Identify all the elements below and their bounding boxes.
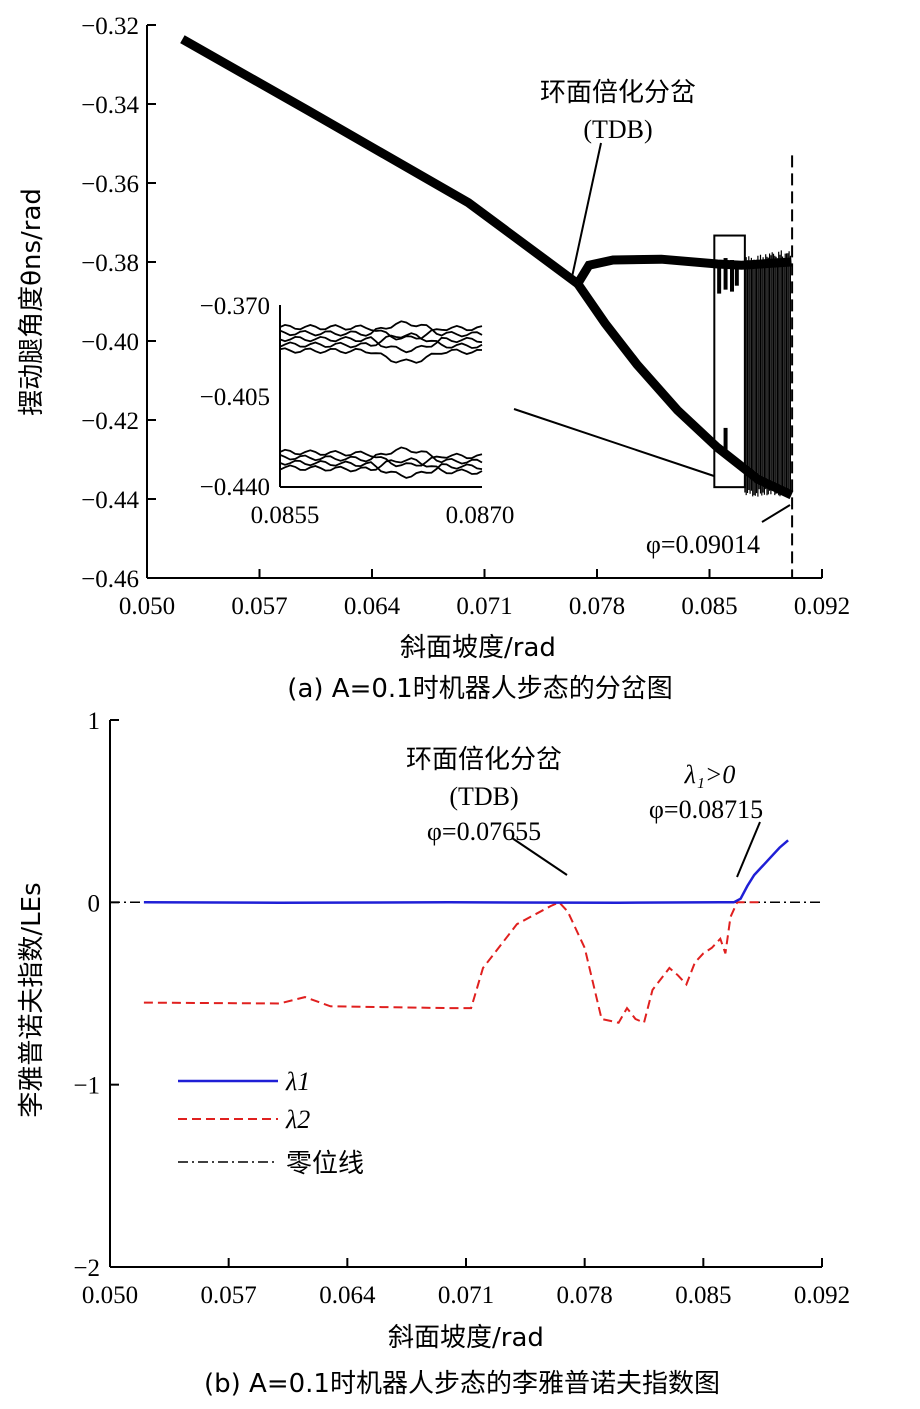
legend-label-lambda1: λ1 (285, 1067, 310, 1096)
chart-b-series-lambda1 (143, 839, 789, 904)
chart-b-xtick-0: 0.050 (82, 1282, 138, 1309)
chart-a-plot-area (147, 25, 822, 578)
chart-a-inset-xtick-1: 0.0870 (446, 502, 515, 529)
chart-a-inset-ytick-2: −0.440 (200, 474, 270, 501)
chart-a-tdb-leader (571, 142, 602, 278)
chart-a: 0.050 0.057 0.064 0.071 0.078 0.085 0.092 −0.3… (17, 13, 850, 704)
chart-a-ytick-3: −0.38 (81, 250, 139, 277)
chart-b: 0.050 0.057 0.064 0.071 0.078 0.085 0.092 1 0 −1… (17, 708, 850, 1399)
chart-b-xtick-1: 0.057 (201, 1282, 257, 1309)
chart-a-inset-marks (279, 320, 483, 479)
legend-label-lambda2: λ2 (285, 1105, 310, 1134)
chart-a-xtick-1: 0.057 (231, 593, 287, 620)
chart-a-tdb-abbr: (TDB) (583, 115, 652, 144)
chart-a-ytick-0: −0.32 (81, 13, 139, 40)
chart-a-xtick-5: 0.085 (681, 593, 737, 620)
chart-b-chaos-leader (736, 821, 761, 878)
chart-a-ytick-1: −0.34 (81, 92, 139, 119)
chart-a-ytick-4: −0.40 (81, 329, 139, 356)
chart-a-ytick-2: −0.36 (81, 171, 139, 198)
chart-b-ylabel: 李雅普诺夫指数/LEs (17, 882, 47, 1117)
chart-a-zoom-leader (513, 408, 715, 477)
chart-a-upper-branch (573, 254, 792, 287)
chart-b-ytick-1: 0 (88, 890, 101, 917)
inset-upper-line-2 (279, 335, 483, 354)
chart-a-tdb-name: 环面倍化分岔 (540, 78, 696, 108)
chart-a-xtick-4: 0.078 (569, 593, 625, 620)
inset-lower-line-3 (279, 457, 483, 475)
chart-b-tdb-phi: φ=0.07655 (427, 817, 541, 846)
chart-b-ytick-3: −2 (73, 1255, 100, 1282)
inset-lower-line-1 (279, 446, 483, 465)
chart-a-xtick-3: 0.071 (456, 593, 512, 620)
chart-a-inset: −0.370 −0.405 −0.440 0.0855 0.0870 (200, 293, 515, 529)
chart-b-xtick-3: 0.071 (438, 1282, 494, 1309)
legend-label-zero: 零位线 (286, 1149, 364, 1179)
chart-b-tdb-name: 环面倍化分岔 (406, 745, 562, 775)
chart-a-inset-xtick-0: 0.0855 (251, 502, 320, 529)
chart-a-ytick-6: −0.44 (81, 487, 139, 514)
inset-upper-line-3 (279, 332, 483, 349)
chart-b-xtick-2: 0.064 (319, 1282, 376, 1309)
inset-lower-line-2 (279, 459, 483, 479)
chart-a-inset-ytick-0: −0.370 (200, 293, 270, 320)
chart-a-ylabel: 摆动腿角度θns/rad (17, 188, 47, 416)
chart-b-legend: λ1 λ2 零位线 (178, 1067, 364, 1179)
chart-b-ytick-0: 1 (88, 708, 101, 735)
chart-b-chaos-cond: λ₁>0 (684, 760, 736, 789)
inset-lower-line-0 (279, 448, 483, 468)
chart-b-y-ticks: 1 0 −1 −2 (73, 708, 119, 1282)
chart-a-xtick-0: 0.050 (119, 593, 175, 620)
chart-b-caption: (b) A=0.1时机器人步态的李雅普诺夫指数图 (204, 1369, 720, 1399)
chart-b-xlabel: 斜面坡度/rad (388, 1323, 544, 1353)
chart-a-xtick-6: 0.092 (794, 593, 850, 620)
chart-b-xtick-4: 0.078 (557, 1282, 613, 1309)
chart-b-xtick-6: 0.092 (794, 1282, 850, 1309)
chart-b-x-ticks: 0.050 0.057 0.064 0.071 0.078 0.085 0.092 (82, 1258, 850, 1309)
chart-a-ytick-5: −0.42 (81, 408, 139, 435)
chart-a-y-ticks: −0.32 −0.34 −0.36 −0.38 −0.40 −0.42 −0.44 −0.46 (81, 13, 156, 593)
chart-b-tdb-leader (511, 837, 568, 876)
chart-a-x-ticks: 0.050 0.057 0.064 0.071 0.078 0.085 0.092 (119, 569, 850, 620)
chart-a-phi-leader (761, 504, 791, 523)
chart-a-caption: (a) A=0.1时机器人步态的分岔图 (287, 674, 672, 704)
chart-b-ytick-2: −1 (73, 1073, 100, 1100)
chart-a-ytick-7: −0.46 (81, 566, 139, 593)
chart-a-inset-ytick-1: −0.405 (200, 384, 270, 411)
chart-b-chaos-phi: φ=0.08715 (649, 795, 763, 824)
chart-b-series-lambda2 (143, 901, 763, 1025)
chart-b-xtick-5: 0.085 (675, 1282, 731, 1309)
inset-upper-line-0 (279, 323, 483, 341)
inset-upper-line-4 (279, 347, 483, 364)
chart-a-zoom-box (713, 234, 746, 489)
chart-a-single-branch (180, 35, 581, 288)
chart-a-xlabel: 斜面坡度/rad (400, 633, 556, 663)
chart-a-phi-label: φ=0.09014 (646, 530, 760, 559)
chart-b-tdb-abbr: (TDB) (449, 782, 518, 811)
inset-upper-line-1 (279, 320, 483, 338)
chart-a-xtick-2: 0.064 (344, 593, 401, 620)
